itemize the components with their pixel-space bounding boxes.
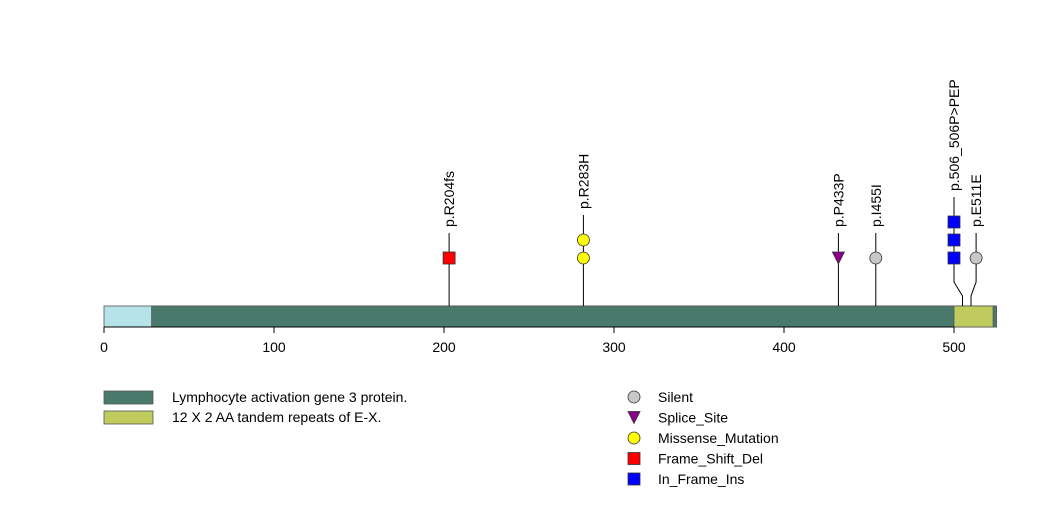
- mutation-label: p.E511E: [968, 174, 984, 227]
- mutation-marker: [947, 233, 961, 247]
- domain-legend-label: Lymphocyte activation gene 3 protein.: [172, 389, 407, 405]
- x-tick-label: 500: [942, 339, 966, 355]
- domain-legend-swatch: [103, 410, 154, 425]
- protein-track: [103, 305, 997, 328]
- mutation-legend-label: Silent: [658, 389, 693, 405]
- mutation-legend-marker: [627, 390, 641, 404]
- mutation-legend-label: In_Frame_Ins: [658, 471, 744, 487]
- mutation-legend-marker: [627, 411, 641, 425]
- legend: Lymphocyte activation gene 3 protein. 12 …: [103, 389, 779, 487]
- mutation-label: p.506_506P>PEP: [946, 79, 962, 191]
- mutation-legend-marker: [627, 452, 641, 465]
- mutation-marker: [831, 251, 846, 265]
- x-tick-label: 200: [432, 339, 456, 355]
- mutation-marker: [947, 251, 961, 265]
- mutation-label: p.I455I: [868, 184, 884, 227]
- mutation-label: p.P433P: [830, 173, 846, 227]
- x-tick-label: 300: [602, 339, 626, 355]
- x-tick-label: 100: [262, 339, 286, 355]
- x-tick-label: 0: [100, 339, 108, 355]
- domain-legend-label: 12 X 2 AA tandem repeats of E-X.: [172, 409, 381, 425]
- mutation-legend-label: Frame_Shift_Del: [658, 451, 763, 467]
- mutation-marker: [577, 251, 590, 265]
- mutation-legend-marker: [627, 431, 641, 445]
- mutation-marker: [947, 215, 961, 229]
- domain-bar: [953, 305, 994, 328]
- mutation-stem: [953, 197, 963, 306]
- mutation-markers: p.R204fs p.R283H p.P433P p.I455I p.506_506P>…: [441, 79, 984, 306]
- mutation-stem: [970, 233, 977, 306]
- x-axis: 0 100 200 300 400 500: [100, 326, 966, 355]
- x-tick-label: 400: [772, 339, 796, 355]
- mutation-legend-marker: [627, 472, 641, 486]
- mutation-label: p.R204fs: [441, 171, 457, 227]
- mutation-marker: [577, 233, 590, 247]
- domain-bar: [151, 305, 997, 328]
- mutation-legend-label: Missense_Mutation: [658, 430, 779, 446]
- mutation-marker: [442, 251, 456, 265]
- mutation-legend-label: Splice_Site: [658, 410, 728, 426]
- mutation-label: p.R283H: [575, 154, 591, 209]
- mutation-marker: [869, 251, 883, 265]
- mutation-marker: [969, 251, 983, 265]
- domain-legend-swatch: [103, 390, 154, 405]
